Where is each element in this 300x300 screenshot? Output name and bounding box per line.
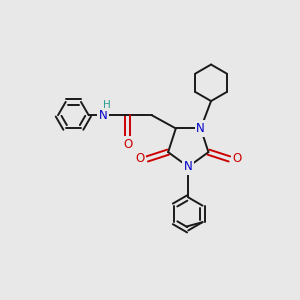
Text: O: O (135, 152, 144, 166)
Text: O: O (123, 137, 132, 151)
Text: O: O (232, 152, 242, 166)
Text: N: N (99, 109, 108, 122)
Text: N: N (184, 160, 193, 173)
Text: N: N (196, 122, 205, 135)
Text: H: H (103, 100, 111, 110)
